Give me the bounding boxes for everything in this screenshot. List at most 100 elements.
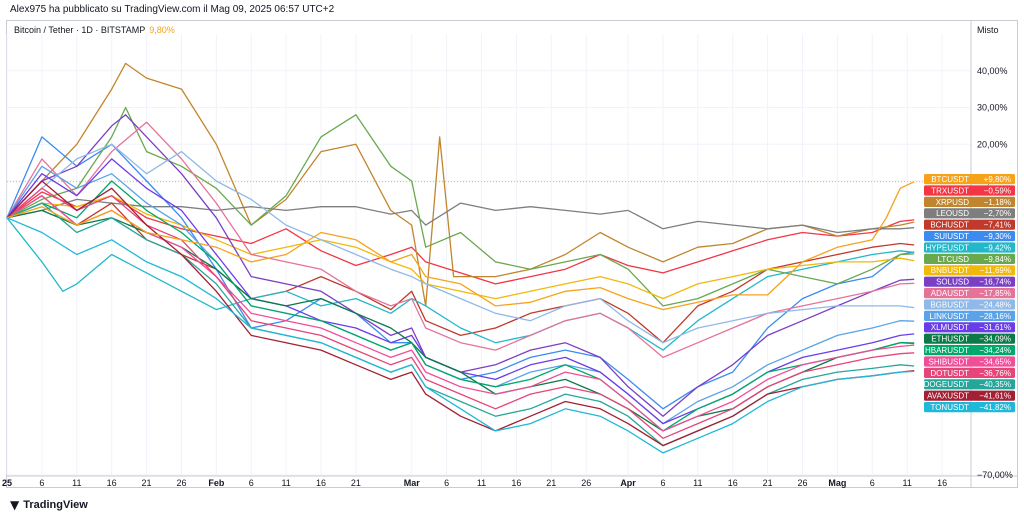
series-tag-name: ETHUSDT xyxy=(931,335,969,344)
series-tag-value: −11,69% xyxy=(980,266,1011,275)
series-line-shibusdt xyxy=(6,195,915,432)
series-tag-solusd: SOLUSD −16,74% xyxy=(924,276,1015,287)
x-tick-label: 26 xyxy=(176,478,186,488)
x-tick-label: 21 xyxy=(763,478,773,488)
x-tick-label: 11 xyxy=(72,478,81,488)
series-tag-ethusdt: ETHUSDT −34,09% xyxy=(924,333,1015,344)
series-tag-value: −2,70% xyxy=(984,209,1011,218)
x-tick-label: 16 xyxy=(316,478,326,488)
series-tag-name: BGBUSDT xyxy=(930,300,969,309)
series-tag-badge xyxy=(924,219,1015,230)
series-line-bchusdt xyxy=(6,195,915,344)
series-tag-badge xyxy=(924,402,1015,413)
series-tag-badge xyxy=(924,356,1015,367)
series-tag-name: XRPUSD xyxy=(936,198,970,207)
series-tag-value: −34,09% xyxy=(979,335,1011,344)
x-tick-label: Feb xyxy=(208,478,225,488)
x-tick-label: 11 xyxy=(903,478,912,488)
series-tag-value: −17,85% xyxy=(979,289,1011,298)
x-tick-label: Mag xyxy=(828,478,846,488)
y-tick-label: −70,00% xyxy=(977,470,1013,480)
x-tick-label: 16 xyxy=(728,478,738,488)
x-tick-label: 6 xyxy=(444,478,449,488)
x-tick-label: 11 xyxy=(477,478,486,488)
series-tag-name: DOTUSDT xyxy=(930,369,969,378)
series-tag-name: LEOUSD xyxy=(936,209,969,218)
series-tag-trxusdt: TRXUSDT −0,59% xyxy=(924,185,1015,196)
footer: ▼ TradingView xyxy=(0,496,1024,517)
x-tick-label: 11 xyxy=(281,478,290,488)
series-tag-value: −9,42% xyxy=(984,243,1011,252)
series-tag-value: −36,76% xyxy=(979,369,1011,378)
series-tag-name: ADAUSDT xyxy=(931,289,969,298)
y-tick-label: 30,00% xyxy=(977,103,1008,113)
series-tag-shibusdt: SHIBUSDT −34,65% xyxy=(924,356,1015,367)
series-tag-value: −34,24% xyxy=(979,346,1011,355)
series-tag-badge xyxy=(924,185,1015,196)
series-tag-badge xyxy=(924,276,1015,287)
series-line-dogeusdt xyxy=(6,202,915,447)
series-tag-bgbusdt: BGBUSDT −24,48% xyxy=(924,299,1015,310)
series-tag-hypeusdt: HYPEUSDT −9,42% xyxy=(924,242,1015,253)
series-tag-linkusdt: LINKUSDT −28,16% xyxy=(924,310,1015,321)
series-tag-badge xyxy=(924,367,1015,378)
series-tag-badge xyxy=(924,253,1015,264)
series-tag-badge xyxy=(924,208,1015,219)
series-tag-value: −16,74% xyxy=(979,278,1011,287)
series-tag-name: TONUSDT xyxy=(930,403,969,412)
series-tag-name: XLMUSDT xyxy=(931,323,969,332)
series-line-tonusdt xyxy=(6,217,915,454)
series-tag-btcusdt: BTCUSDT +9,80% xyxy=(924,174,1015,185)
series-line-bnbusdt xyxy=(6,195,915,300)
series-tag-badge xyxy=(924,322,1015,333)
x-tick-label: 25 xyxy=(2,478,12,488)
series-tag-avaxusdt: AVAXUSDT −41,61% xyxy=(924,390,1015,401)
series-line-solusd xyxy=(6,114,915,417)
series-tag-tonusdt: TONUSDT −41,82% xyxy=(924,402,1015,413)
series-tag-ltcusd: LTCUSD −9,84% xyxy=(924,253,1015,264)
series-tag-badge xyxy=(924,345,1015,356)
series-line-hbarusdt xyxy=(6,180,915,432)
series-tag-value: −34,65% xyxy=(979,357,1011,366)
series-tag-value: −9,84% xyxy=(984,255,1011,264)
series-tag-name: TRXUSDT xyxy=(931,186,969,195)
x-tick-label: 26 xyxy=(798,478,808,488)
series-tag-bchusdt: BCHUSDT −7,41% xyxy=(924,219,1015,230)
scale-mode-label[interactable]: Misto xyxy=(977,25,999,35)
series-tag-name: HYPEUSDT xyxy=(925,243,969,252)
series-tag-name: LINKUSDT xyxy=(929,312,969,321)
symbol-legend[interactable]: Bitcoin / Tether · 1D · BITSTAMP 9,80% xyxy=(14,25,175,35)
series-tag-bnbusdt: BNBUSDT −11,69% xyxy=(924,265,1015,276)
series-line-hypeusdt xyxy=(6,217,915,351)
series-line-ltcusd xyxy=(6,106,915,307)
series-line-avaxusdt xyxy=(6,180,915,447)
x-tick-label: 16 xyxy=(511,478,521,488)
x-tick-label: 6 xyxy=(660,478,665,488)
brand-name: TradingView xyxy=(23,499,88,511)
x-tick-label: Mar xyxy=(404,478,421,488)
series-tag-value: −1,18% xyxy=(984,198,1011,207)
series-tag-badge xyxy=(924,231,1015,242)
x-tick-label: 21 xyxy=(351,478,361,488)
x-tick-label: 16 xyxy=(107,478,117,488)
symbol-change: 9,80% xyxy=(149,25,175,35)
series-tag-value: −41,61% xyxy=(979,392,1011,401)
series-tag-badge xyxy=(924,288,1015,299)
series-tag-badge xyxy=(924,333,1015,344)
series-tag-adausdt: ADAUSDT −17,85% xyxy=(924,288,1015,299)
x-tick-label: 21 xyxy=(142,478,152,488)
series-tag-hbarusdt: HBARUSDT −34,24% xyxy=(924,345,1015,356)
series-tag-value: −0,59% xyxy=(984,186,1011,195)
series-tag-name: LTCUSD xyxy=(938,255,970,264)
publish-header: Alex975 ha pubblicato su TradingView.com… xyxy=(0,0,1024,20)
series-tag-badge xyxy=(924,265,1015,276)
series-tag-name: AVAXUSDT xyxy=(927,392,969,401)
x-tick-label: 6 xyxy=(870,478,875,488)
series-tag-badge xyxy=(924,299,1015,310)
series-tag-leousd: LEOUSD −2,70% xyxy=(924,208,1015,219)
series-line-btcusdt xyxy=(6,181,915,311)
brand[interactable]: ▼ TradingView xyxy=(10,498,88,512)
series-tag-name: BCHUSDT xyxy=(930,221,969,230)
x-tick-label: 11 xyxy=(693,478,702,488)
